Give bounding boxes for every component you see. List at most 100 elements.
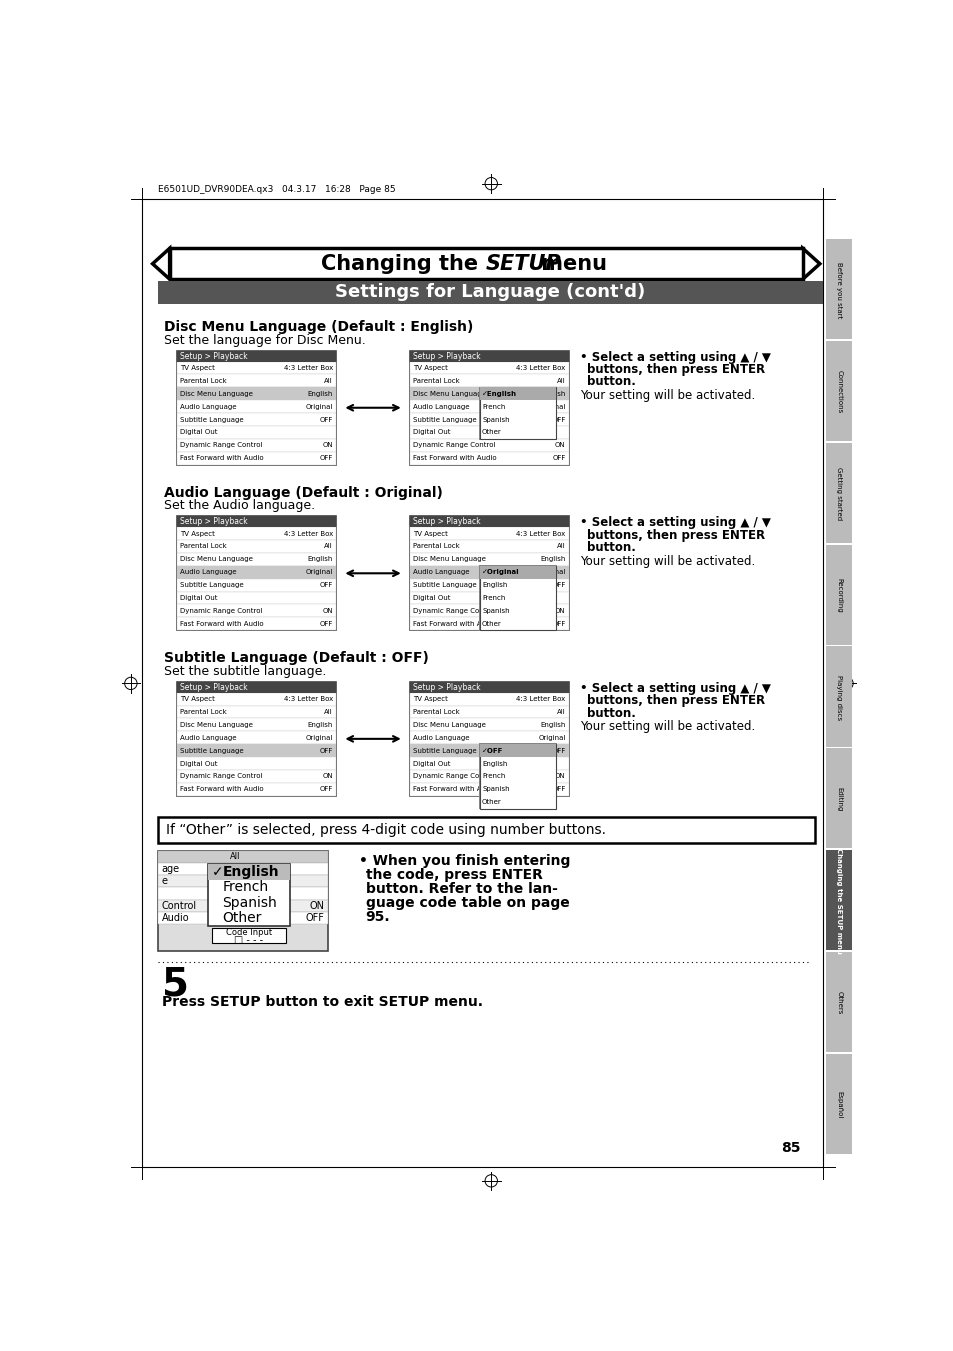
Text: Fast Forward with Audio: Fast Forward with Audio [180,786,264,793]
Bar [177,388,335,400]
Text: English: English [539,390,565,397]
Text: Parental Lock: Parental Lock [180,709,227,715]
Bar [410,617,568,631]
Text: Parental Lock: Parental Lock [413,378,459,384]
Bar [410,770,568,784]
Bar [410,451,568,465]
Bar [177,451,335,465]
Text: Set the Audio language.: Set the Audio language. [164,500,315,512]
Bar [479,744,556,809]
Text: TV Aspect: TV Aspect [413,531,447,536]
Text: Parental Lock: Parental Lock [413,709,459,715]
Text: Dynamic Range Control: Dynamic Range Control [180,608,263,613]
Bar [825,443,852,543]
Bar [410,388,568,400]
Text: Subtitle Language (Default : OFF): Subtitle Language (Default : OFF) [164,651,429,665]
Text: buttons, then press ENTER: buttons, then press ENTER [586,694,764,707]
Text: SETUP: SETUP [485,254,561,274]
Bar [177,784,335,796]
Text: Setup > Playback: Setup > Playback [180,351,248,361]
Text: e: e [162,877,168,886]
Bar [410,731,568,744]
Text: Audio Language: Audio Language [413,735,469,740]
Bar [177,617,335,631]
Text: Your setting will be activated.: Your setting will be activated. [579,720,755,734]
Text: ✓Original: ✓Original [481,569,519,576]
Text: OFF: OFF [305,913,324,923]
Text: • Select a setting using ▲ / ▼: • Select a setting using ▲ / ▼ [579,682,770,694]
Text: button.: button. [586,540,635,554]
Bar [410,362,568,374]
Text: Dynamic Range Control: Dynamic Range Control [180,774,263,780]
Text: Changing the: Changing the [321,254,485,274]
Bar [410,527,568,540]
Text: Other: Other [481,621,501,627]
Text: 4:3 Letter Box: 4:3 Letter Box [516,365,565,372]
Bar [158,281,822,304]
Text: OFF: OFF [319,621,333,627]
Text: If “Other” is selected, press 4-digit code using number buttons.: If “Other” is selected, press 4-digit co… [166,823,605,836]
Text: Setup > Playback: Setup > Playback [413,517,480,526]
Bar [158,900,328,912]
Bar [177,426,335,439]
Text: OFF: OFF [552,786,565,793]
Text: TV Aspect: TV Aspect [180,696,215,703]
Text: menu: menu [534,254,606,274]
Text: Audio Language: Audio Language [413,404,469,409]
Text: OFF: OFF [319,455,333,461]
Bar [177,693,335,705]
Text: Before you start: Before you start [836,262,841,319]
Bar [158,851,328,951]
Text: Original: Original [537,404,565,409]
Text: OFF: OFF [552,416,565,423]
Text: ✓: ✓ [212,865,224,880]
Text: 5: 5 [162,966,189,1004]
Bar [410,439,568,451]
Bar [410,553,568,566]
Text: button.: button. [586,376,635,388]
Text: Dynamic Range Control: Dynamic Range Control [413,608,495,613]
Bar [410,705,568,719]
Text: buttons, then press ENTER: buttons, then press ENTER [586,363,764,376]
Text: Set the language for Disc Menu.: Set the language for Disc Menu. [164,334,366,347]
Text: age: age [162,865,180,874]
Text: English: English [481,582,507,588]
Bar [177,516,335,527]
Bar [177,540,335,553]
Bar [158,851,328,863]
Text: Subtitle Language: Subtitle Language [413,416,476,423]
Bar [170,249,802,280]
Text: OFF: OFF [552,621,565,627]
Text: Audio Language: Audio Language [413,569,469,576]
Text: 4:3 Letter Box: 4:3 Letter Box [516,696,565,703]
Text: Disc Menu Language: Disc Menu Language [413,721,485,728]
Bar [410,784,568,796]
Bar [825,239,852,339]
Text: 95.: 95. [365,909,390,924]
Bar [177,705,335,719]
Bar [177,731,335,744]
Text: Original: Original [306,404,333,409]
Bar [410,374,568,388]
Text: Other: Other [222,912,261,925]
Text: All: All [557,378,565,384]
Bar [410,426,568,439]
Bar [479,388,556,439]
Bar [825,952,852,1052]
Text: Español: Español [836,1090,841,1119]
Text: Parental Lock: Parental Lock [180,543,227,550]
Text: buttons, then press ENTER: buttons, then press ENTER [586,528,764,542]
Text: OFF: OFF [319,416,333,423]
Text: Subtitle Language: Subtitle Language [180,416,244,423]
Text: OFF: OFF [552,455,565,461]
Text: Your setting will be activated.: Your setting will be activated. [579,389,755,403]
Bar [158,875,328,888]
Bar [158,888,328,900]
Text: English: English [539,721,565,728]
Text: Press SETUP button to exit SETUP menu.: Press SETUP button to exit SETUP menu. [162,996,482,1009]
Text: Setup > Playback: Setup > Playback [413,351,480,361]
Bar [410,413,568,426]
Text: Original: Original [537,569,565,576]
Bar [177,719,335,731]
Text: OFF: OFF [319,786,333,793]
